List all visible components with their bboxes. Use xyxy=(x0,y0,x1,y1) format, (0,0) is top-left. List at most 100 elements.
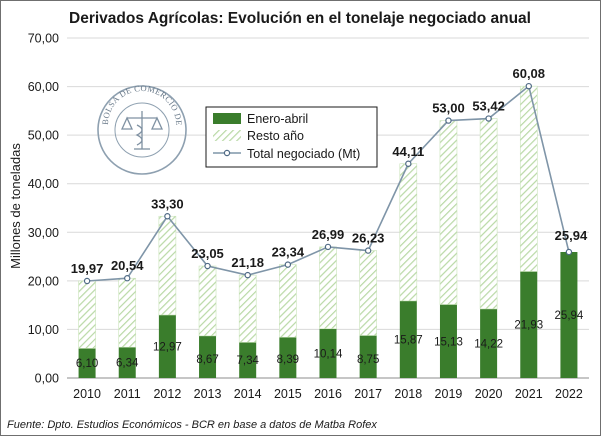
legend-swatch-enero-abril xyxy=(213,113,241,124)
enero-abril-value-label: 25,94 xyxy=(555,310,584,322)
bar-resto-ano xyxy=(238,274,257,343)
x-tick-label: 2013 xyxy=(194,387,222,401)
bar-resto-ano xyxy=(158,215,177,316)
x-tick-label: 2010 xyxy=(73,387,101,401)
bar-resto-ano xyxy=(279,264,297,338)
total-marker xyxy=(164,213,171,220)
total-marker xyxy=(244,271,251,279)
enero-abril-value-label: 12,97 xyxy=(153,342,182,354)
x-tick-label: 2012 xyxy=(153,387,181,401)
legend-label-resto-ano: Resto año xyxy=(247,129,304,143)
bar-resto-ano xyxy=(198,265,217,337)
bar-resto-ano xyxy=(118,277,137,348)
bar-resto-ano xyxy=(399,163,418,302)
bar-enero-abril xyxy=(480,308,498,378)
enero-abril-value-label: 6,34 xyxy=(116,358,139,370)
total-value-label: 26,23 xyxy=(352,231,385,246)
bar-enero-abril xyxy=(359,335,377,378)
bar-enero-abril xyxy=(560,252,578,378)
total-value-label: 53,42 xyxy=(472,99,505,114)
enero-abril-value-label: 8,67 xyxy=(196,354,218,366)
total-marker xyxy=(324,243,332,251)
bar-enero-abril xyxy=(520,271,538,378)
x-tick-label: 2020 xyxy=(475,387,503,401)
total-marker xyxy=(565,248,573,256)
chart-title: Derivados Agrícolas: Evolución en el ton… xyxy=(69,10,531,27)
legend-swatch-resto-ano xyxy=(213,130,241,141)
y-tick-label: 30,00 xyxy=(28,226,59,240)
legend: Enero-abril Resto año Total negociado (M… xyxy=(205,106,378,168)
total-marker xyxy=(124,275,131,282)
total-value-label: 20,54 xyxy=(111,258,144,273)
total-marker xyxy=(485,115,492,122)
total-value-label: 19,97 xyxy=(71,261,104,276)
total-marker xyxy=(364,247,372,254)
total-marker xyxy=(525,82,532,90)
enero-abril-value-label: 8,75 xyxy=(357,354,379,366)
total-marker xyxy=(445,117,452,124)
y-axis-ticks: 0,00 10,00 20,00 30,00 40,00 50,00 60,00 70,00 xyxy=(28,32,59,386)
enero-abril-value-label: 6,10 xyxy=(76,358,98,370)
enero-abril-value-label: 15,87 xyxy=(394,334,423,346)
bar-enero-abril xyxy=(279,337,297,378)
y-tick-label: 20,00 xyxy=(28,274,59,288)
x-tick-label: 2011 xyxy=(114,387,141,401)
enero-abril-value-label: 8,39 xyxy=(277,354,299,366)
bar-enero-abril xyxy=(239,342,257,378)
bar-enero-abril xyxy=(439,304,457,378)
x-axis-ticks: 2010 2011 2012 2013 2014 2015 2016 2017 2018 2019… xyxy=(73,387,583,401)
bar-resto-ano xyxy=(359,250,377,336)
bar-enero-abril xyxy=(319,328,337,378)
total-marker xyxy=(204,262,211,270)
total-value-label: 25,94 xyxy=(555,228,588,243)
total-marker xyxy=(83,277,91,285)
total-value-label: 60,08 xyxy=(512,66,545,81)
total-value-label: 33,30 xyxy=(151,196,184,211)
bar-resto-ano xyxy=(439,120,458,305)
source-note: Fuente: Dpto. Estudios Económicos - BCR … xyxy=(7,419,377,431)
x-tick-label: 2021 xyxy=(515,387,543,401)
y-tick-label: 0,00 xyxy=(35,372,59,386)
x-tick-label: 2016 xyxy=(314,387,342,401)
bar-enero-abril xyxy=(118,347,136,378)
x-tick-label: 2015 xyxy=(274,387,302,401)
x-tick-label: 2018 xyxy=(394,387,422,401)
bar-enero-abril xyxy=(158,315,176,378)
enero-abril-value-label: 15,13 xyxy=(434,336,463,348)
total-value-label: 26,99 xyxy=(312,227,345,242)
bars xyxy=(78,85,578,378)
bar-resto-ano xyxy=(319,246,337,330)
enero-abril-value-label: 21,93 xyxy=(514,320,543,332)
x-tick-label: 2022 xyxy=(555,387,583,401)
bar-enero-abril xyxy=(399,300,417,378)
y-tick-label: 10,00 xyxy=(28,323,59,337)
total-value-label: 23,34 xyxy=(272,245,305,260)
x-tick-label: 2014 xyxy=(234,387,262,401)
total-value-label: 21,18 xyxy=(231,255,264,270)
x-tick-label: 2019 xyxy=(435,387,463,401)
bar-enero-abril xyxy=(78,348,96,378)
bar-enero-abril xyxy=(199,335,217,378)
total-value-label: 44,11 xyxy=(392,144,424,159)
bar-resto-ano xyxy=(78,280,96,349)
total-marker xyxy=(284,261,292,268)
y-tick-label: 60,00 xyxy=(28,80,59,94)
y-tick-label: 40,00 xyxy=(28,177,59,191)
x-tick-label: 2017 xyxy=(354,387,382,401)
data-labels: 19,97 20,54 33,30 23,05 21,18 23,34 26,99 26,23… xyxy=(71,66,588,370)
y-axis-label: Millones de toneladas xyxy=(8,143,23,269)
enero-abril-value-label: 7,34 xyxy=(236,355,259,367)
legend-label-total: Total negociado (Mt) xyxy=(247,147,360,161)
legend-label-enero-abril: Enero-abril xyxy=(247,112,308,126)
enero-abril-value-label: 14,22 xyxy=(474,338,503,350)
total-line xyxy=(83,82,573,285)
enero-abril-value-label: 10,14 xyxy=(314,348,343,360)
total-value-label: 23,05 xyxy=(191,246,224,261)
bar-resto-ano xyxy=(479,118,498,310)
y-tick-label: 50,00 xyxy=(28,129,59,143)
total-value-label: 53,00 xyxy=(432,101,465,116)
y-tick-label: 70,00 xyxy=(28,32,59,46)
total-marker xyxy=(405,160,412,167)
